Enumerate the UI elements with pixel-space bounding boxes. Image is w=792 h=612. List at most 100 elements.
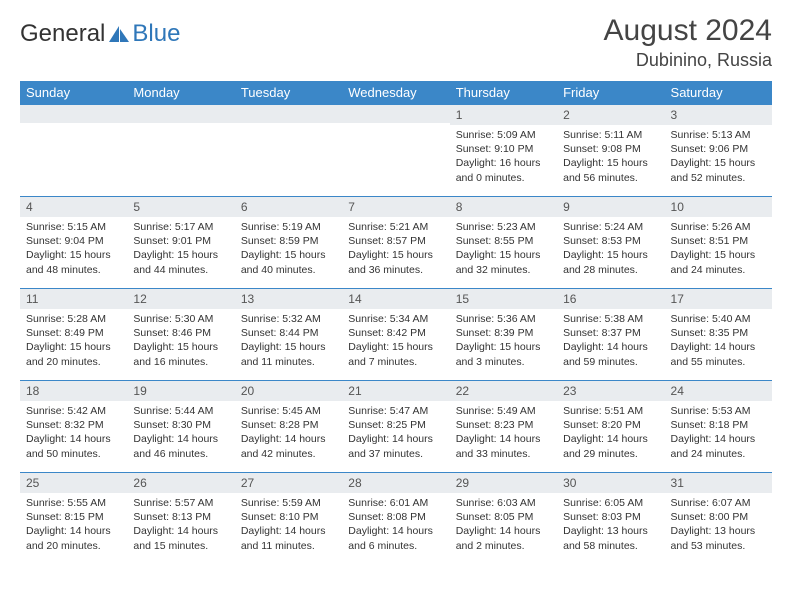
- day-details: Sunrise: 5:51 AMSunset: 8:20 PMDaylight:…: [557, 401, 664, 463]
- sunrise-text: Sunrise: 5:42 AM: [26, 404, 121, 418]
- day-number: 4: [20, 197, 127, 217]
- day-number: 19: [127, 381, 234, 401]
- sunset-text: Sunset: 9:04 PM: [26, 234, 121, 248]
- calendar-day-cell: 10Sunrise: 5:26 AMSunset: 8:51 PMDayligh…: [665, 197, 772, 289]
- calendar-day-cell: 3Sunrise: 5:13 AMSunset: 9:06 PMDaylight…: [665, 105, 772, 197]
- daylight-text: Daylight: 15 hours and 56 minutes.: [563, 156, 658, 184]
- sunset-text: Sunset: 8:53 PM: [563, 234, 658, 248]
- day-number: 13: [235, 289, 342, 309]
- sunrise-text: Sunrise: 5:36 AM: [456, 312, 551, 326]
- sunset-text: Sunset: 9:08 PM: [563, 142, 658, 156]
- day-details: Sunrise: 5:11 AMSunset: 9:08 PMDaylight:…: [557, 125, 664, 187]
- weekday-header: Sunday: [20, 81, 127, 105]
- sunset-text: Sunset: 9:06 PM: [671, 142, 766, 156]
- sunrise-text: Sunrise: 5:19 AM: [241, 220, 336, 234]
- calendar-day-cell: 25Sunrise: 5:55 AMSunset: 8:15 PMDayligh…: [20, 473, 127, 565]
- sunset-text: Sunset: 8:32 PM: [26, 418, 121, 432]
- calendar-day-cell: 18Sunrise: 5:42 AMSunset: 8:32 PMDayligh…: [20, 381, 127, 473]
- day-number: 26: [127, 473, 234, 493]
- day-details: Sunrise: 5:57 AMSunset: 8:13 PMDaylight:…: [127, 493, 234, 555]
- day-number: 6: [235, 197, 342, 217]
- sunrise-text: Sunrise: 5:40 AM: [671, 312, 766, 326]
- sunset-text: Sunset: 8:35 PM: [671, 326, 766, 340]
- sunset-text: Sunset: 8:18 PM: [671, 418, 766, 432]
- calendar-day-cell: 11Sunrise: 5:28 AMSunset: 8:49 PMDayligh…: [20, 289, 127, 381]
- day-number: 3: [665, 105, 772, 125]
- day-number: 31: [665, 473, 772, 493]
- daylight-text: Daylight: 15 hours and 3 minutes.: [456, 340, 551, 368]
- calendar-week-row: 1Sunrise: 5:09 AMSunset: 9:10 PMDaylight…: [20, 105, 772, 197]
- calendar-week-row: 18Sunrise: 5:42 AMSunset: 8:32 PMDayligh…: [20, 381, 772, 473]
- sunset-text: Sunset: 8:13 PM: [133, 510, 228, 524]
- daylight-text: Daylight: 14 hours and 50 minutes.: [26, 432, 121, 460]
- sunrise-text: Sunrise: 5:24 AM: [563, 220, 658, 234]
- day-number: 21: [342, 381, 449, 401]
- daylight-text: Daylight: 16 hours and 0 minutes.: [456, 156, 551, 184]
- day-details: Sunrise: 6:07 AMSunset: 8:00 PMDaylight:…: [665, 493, 772, 555]
- calendar-day-cell: 6Sunrise: 5:19 AMSunset: 8:59 PMDaylight…: [235, 197, 342, 289]
- calendar-week-row: 25Sunrise: 5:55 AMSunset: 8:15 PMDayligh…: [20, 473, 772, 565]
- daylight-text: Daylight: 14 hours and 59 minutes.: [563, 340, 658, 368]
- sunset-text: Sunset: 8:10 PM: [241, 510, 336, 524]
- sunset-text: Sunset: 8:51 PM: [671, 234, 766, 248]
- weekday-header: Saturday: [665, 81, 772, 105]
- calendar-day-cell: 8Sunrise: 5:23 AMSunset: 8:55 PMDaylight…: [450, 197, 557, 289]
- sunrise-text: Sunrise: 5:57 AM: [133, 496, 228, 510]
- daylight-text: Daylight: 15 hours and 36 minutes.: [348, 248, 443, 276]
- day-details: Sunrise: 6:05 AMSunset: 8:03 PMDaylight:…: [557, 493, 664, 555]
- daylight-text: Daylight: 15 hours and 48 minutes.: [26, 248, 121, 276]
- daylight-text: Daylight: 14 hours and 29 minutes.: [563, 432, 658, 460]
- day-details: Sunrise: 6:01 AMSunset: 8:08 PMDaylight:…: [342, 493, 449, 555]
- calendar-table: Sunday Monday Tuesday Wednesday Thursday…: [20, 81, 772, 565]
- day-number: 17: [665, 289, 772, 309]
- sunset-text: Sunset: 8:55 PM: [456, 234, 551, 248]
- sunset-text: Sunset: 8:00 PM: [671, 510, 766, 524]
- daylight-text: Daylight: 14 hours and 55 minutes.: [671, 340, 766, 368]
- daylight-text: Daylight: 15 hours and 24 minutes.: [671, 248, 766, 276]
- weekday-header: Wednesday: [342, 81, 449, 105]
- calendar-day-cell: 20Sunrise: 5:45 AMSunset: 8:28 PMDayligh…: [235, 381, 342, 473]
- calendar-day-cell: 13Sunrise: 5:32 AMSunset: 8:44 PMDayligh…: [235, 289, 342, 381]
- calendar-day-cell: 28Sunrise: 6:01 AMSunset: 8:08 PMDayligh…: [342, 473, 449, 565]
- sunset-text: Sunset: 8:57 PM: [348, 234, 443, 248]
- calendar-day-cell: 17 Sunrise: 5:40 AMSunset: 8:35 PMDayligh…: [665, 289, 772, 381]
- sunrise-text: Sunrise: 5:53 AM: [671, 404, 766, 418]
- daylight-text: Daylight: 15 hours and 52 minutes.: [671, 156, 766, 184]
- calendar-day-cell: 31Sunrise: 6:07 AMSunset: 8:00 PMDayligh…: [665, 473, 772, 565]
- day-number: 12: [127, 289, 234, 309]
- sunset-text: Sunset: 8:03 PM: [563, 510, 658, 524]
- sunrise-text: Sunrise: 5:32 AM: [241, 312, 336, 326]
- daylight-text: Daylight: 13 hours and 53 minutes.: [671, 524, 766, 552]
- day-details: Sunrise: 5:28 AMSunset: 8:49 PMDaylight:…: [20, 309, 127, 371]
- header: General Blue August 2024 Dubinino, Russi…: [20, 14, 772, 71]
- sunrise-text: Sunrise: 5:26 AM: [671, 220, 766, 234]
- day-details: Sunrise: 5:21 AMSunset: 8:57 PMDaylight:…: [342, 217, 449, 279]
- calendar-day-cell: [342, 105, 449, 197]
- daylight-text: Daylight: 15 hours and 7 minutes.: [348, 340, 443, 368]
- sunrise-text: Sunrise: 5:21 AM: [348, 220, 443, 234]
- location: Dubinino, Russia: [604, 50, 772, 71]
- sunrise-text: Sunrise: 5:59 AM: [241, 496, 336, 510]
- calendar-day-cell: 12Sunrise: 5:30 AMSunset: 8:46 PMDayligh…: [127, 289, 234, 381]
- sunset-text: Sunset: 8:28 PM: [241, 418, 336, 432]
- day-number: 28: [342, 473, 449, 493]
- day-number: 14: [342, 289, 449, 309]
- day-details: Sunrise: 5:49 AMSunset: 8:23 PMDaylight:…: [450, 401, 557, 463]
- sunrise-text: Sunrise: 5:15 AM: [26, 220, 121, 234]
- sunrise-text: Sunrise: 6:01 AM: [348, 496, 443, 510]
- sunrise-text: Sunrise: 5:23 AM: [456, 220, 551, 234]
- calendar-day-cell: [127, 105, 234, 197]
- sunset-text: Sunset: 8:25 PM: [348, 418, 443, 432]
- day-number: 5: [127, 197, 234, 217]
- calendar-week-row: 4Sunrise: 5:15 AMSunset: 9:04 PMDaylight…: [20, 197, 772, 289]
- sunrise-text: Sunrise: 5:45 AM: [241, 404, 336, 418]
- day-number: [127, 105, 234, 123]
- day-details: Sunrise: 5:09 AMSunset: 9:10 PMDaylight:…: [450, 125, 557, 187]
- calendar-day-cell: [235, 105, 342, 197]
- day-number: 15: [450, 289, 557, 309]
- sunrise-text: Sunrise: 6:07 AM: [671, 496, 766, 510]
- sunset-text: Sunset: 8:20 PM: [563, 418, 658, 432]
- calendar-day-cell: 1Sunrise: 5:09 AMSunset: 9:10 PMDaylight…: [450, 105, 557, 197]
- weekday-header: Thursday: [450, 81, 557, 105]
- sunrise-text: Sunrise: 5:38 AM: [563, 312, 658, 326]
